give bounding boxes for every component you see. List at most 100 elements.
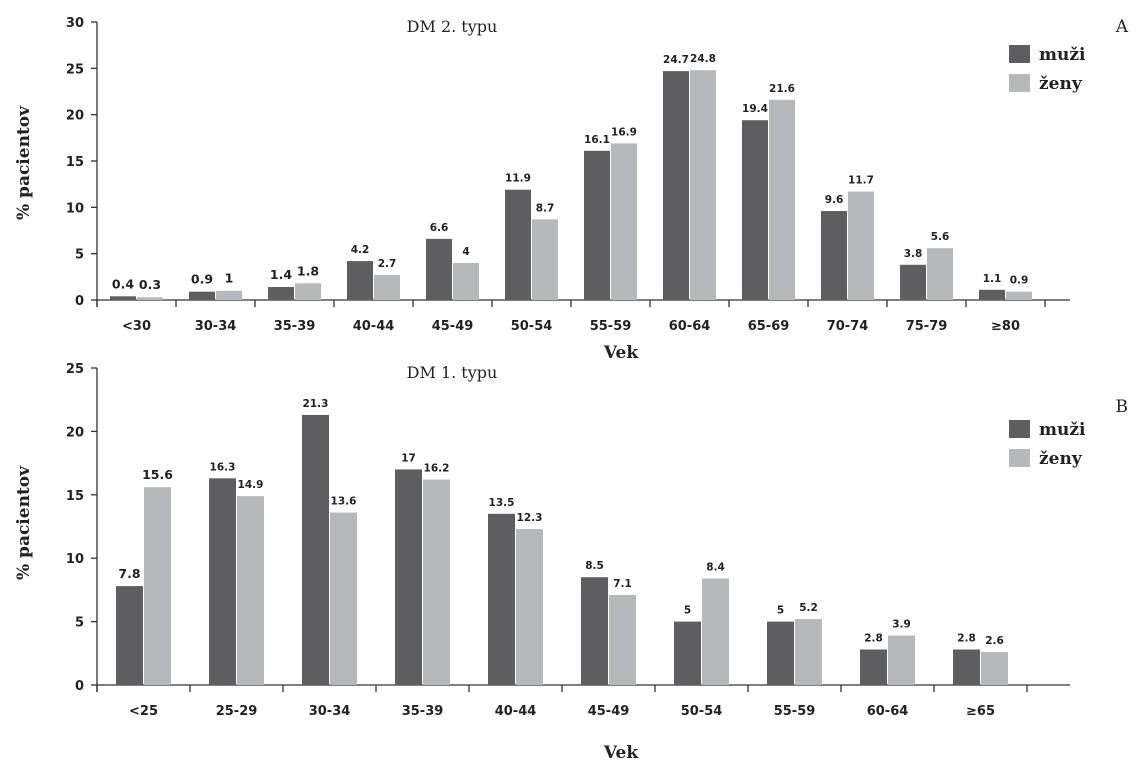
data-label: 0.3 [139,277,161,292]
bar-muzi [426,238,452,300]
bar-muzi [979,289,1005,300]
bar-muzi [505,189,531,300]
x-tick-label: 35-39 [274,319,316,334]
bar-muzi [663,71,689,300]
x-tick-label: 25-29 [216,704,258,719]
data-label: 21.3 [303,398,329,410]
panel-label: B [1116,397,1129,417]
y-tick-label: 10 [66,201,84,216]
bar-zeny [532,219,558,300]
chart-title: DM 1. typu [407,363,498,382]
bar-muzi [821,211,847,300]
chart-panel-b: DM 1. typu B % pacientov Vek muži ženy 0… [14,362,1128,762]
data-label: 24.8 [690,53,716,65]
bar-zeny [423,479,450,685]
x-tick-label: ≥80 [991,319,1020,334]
data-label: 16.3 [210,461,236,473]
bar-zeny [769,99,795,300]
bar-muzi [953,649,980,685]
bar-zeny [237,496,264,685]
x-tick-label: 60-64 [867,704,909,719]
data-label: 8.7 [536,202,555,214]
x-axis-title: Vek [603,343,639,363]
data-label: 0.9 [1010,275,1029,287]
y-tick-label: 30 [66,16,84,31]
bar-muzi [302,414,329,685]
data-label: 9.6 [825,194,844,206]
y-tick-label: 0 [75,679,84,694]
legend: muži ženy [1009,45,1086,94]
legend-swatch-muzi [1009,45,1030,63]
data-label: 1.4 [270,267,292,282]
x-tick-label: 60-64 [669,319,711,334]
data-label: 13.6 [331,496,357,508]
bar-zeny [453,262,479,300]
bar-muzi [347,261,373,300]
x-tick-label: 70-74 [827,319,869,334]
x-tick-label: ≥65 [966,704,995,719]
data-label: 5 [777,605,784,617]
data-label: 16.9 [611,126,637,138]
x-tick-label: 35-39 [402,704,444,719]
data-label: 17 [401,452,416,464]
data-label: 16.1 [584,134,610,146]
bar-zeny [216,290,242,300]
y-axis-title: % pacientov [14,105,34,220]
x-tick-label: 55-59 [774,704,816,719]
legend-swatch-zeny [1009,74,1030,92]
bar-muzi [268,287,294,300]
bar-zeny [330,512,357,685]
bar-muzi [767,621,794,685]
bar-muzi [584,150,610,300]
legend-swatch-muzi [1009,420,1030,438]
data-label: 1.8 [297,263,319,278]
x-tick-label: 75-79 [906,319,948,334]
data-label: 1.1 [983,273,1002,285]
y-tick-label: 25 [66,62,84,77]
y-tick-label: 10 [66,552,84,567]
data-label: 6.6 [430,222,449,234]
bar-zeny [516,529,543,685]
bar-muzi [860,649,887,685]
bar-muzi [674,621,701,685]
legend-label-muzi: muži [1039,420,1086,440]
bar-muzi [116,586,143,685]
data-label: 5 [684,605,691,617]
y-tick-label: 25 [66,362,84,377]
data-label: 11.9 [505,173,531,185]
x-tick-label: 55-59 [590,319,632,334]
data-label: 5.2 [799,602,818,614]
bar-zeny [374,274,400,300]
data-label: 14.9 [238,479,264,491]
y-tick-label: 0 [75,294,84,309]
y-tick-label: 20 [66,425,84,440]
bar-zeny [888,635,915,685]
data-label: 16.2 [424,463,450,475]
data-label: 15.6 [142,467,173,482]
bar-zeny [927,248,953,300]
bar-zeny [295,283,321,300]
y-tick-label: 15 [66,489,84,504]
bar-muzi [900,264,926,300]
panel-label: A [1115,17,1129,37]
data-label: 7.1 [613,578,632,590]
bar-zeny [848,191,874,300]
chart-panel-a: DM 2. typu A % pacientov Vek muži ženy 0… [14,16,1129,363]
x-tick-label: 40-44 [353,319,395,334]
x-tick-label: 50-54 [681,704,723,719]
x-tick-label: 50-54 [511,319,553,334]
data-label: 13.5 [489,497,515,509]
x-tick-label: 40-44 [495,704,537,719]
bar-muzi [395,469,422,685]
x-tick-label: <30 [122,319,151,334]
data-label: 0.4 [112,276,134,291]
bar-zeny [137,297,163,300]
data-label: 2.7 [378,258,397,270]
x-tick-label: 30-34 [195,319,237,334]
bar-zeny [1006,291,1032,300]
legend-label-zeny: ženy [1039,449,1083,469]
x-tick-label: 65-69 [748,319,790,334]
chart-title: DM 2. typu [407,17,498,36]
bar-muzi [209,478,236,685]
